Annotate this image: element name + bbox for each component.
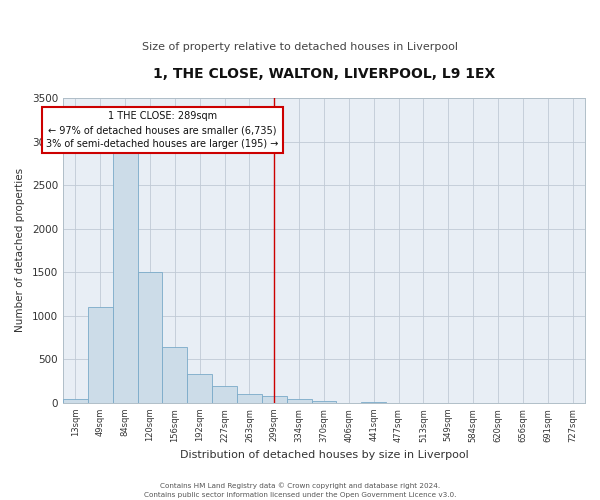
Text: Contains public sector information licensed under the Open Government Licence v3: Contains public sector information licen… xyxy=(144,492,456,498)
Bar xyxy=(361,402,386,403)
Text: Size of property relative to detached houses in Liverpool: Size of property relative to detached ho… xyxy=(142,42,458,52)
X-axis label: Distribution of detached houses by size in Liverpool: Distribution of detached houses by size … xyxy=(179,450,469,460)
Text: Contains HM Land Registry data © Crown copyright and database right 2024.: Contains HM Land Registry data © Crown c… xyxy=(160,482,440,489)
Y-axis label: Number of detached properties: Number of detached properties xyxy=(15,168,25,332)
Bar xyxy=(163,347,187,403)
Bar xyxy=(187,374,212,403)
Bar xyxy=(63,398,88,403)
Bar xyxy=(237,394,262,403)
Bar xyxy=(113,150,137,403)
Bar xyxy=(262,396,287,403)
Bar xyxy=(88,307,113,403)
Title: 1, THE CLOSE, WALTON, LIVERPOOL, L9 1EX: 1, THE CLOSE, WALTON, LIVERPOOL, L9 1EX xyxy=(153,68,495,82)
Bar xyxy=(287,398,311,403)
Bar xyxy=(137,272,163,403)
Text: 1 THE CLOSE: 289sqm
← 97% of detached houses are smaller (6,735)
3% of semi-deta: 1 THE CLOSE: 289sqm ← 97% of detached ho… xyxy=(46,111,278,149)
Bar xyxy=(311,401,337,403)
Bar xyxy=(212,386,237,403)
